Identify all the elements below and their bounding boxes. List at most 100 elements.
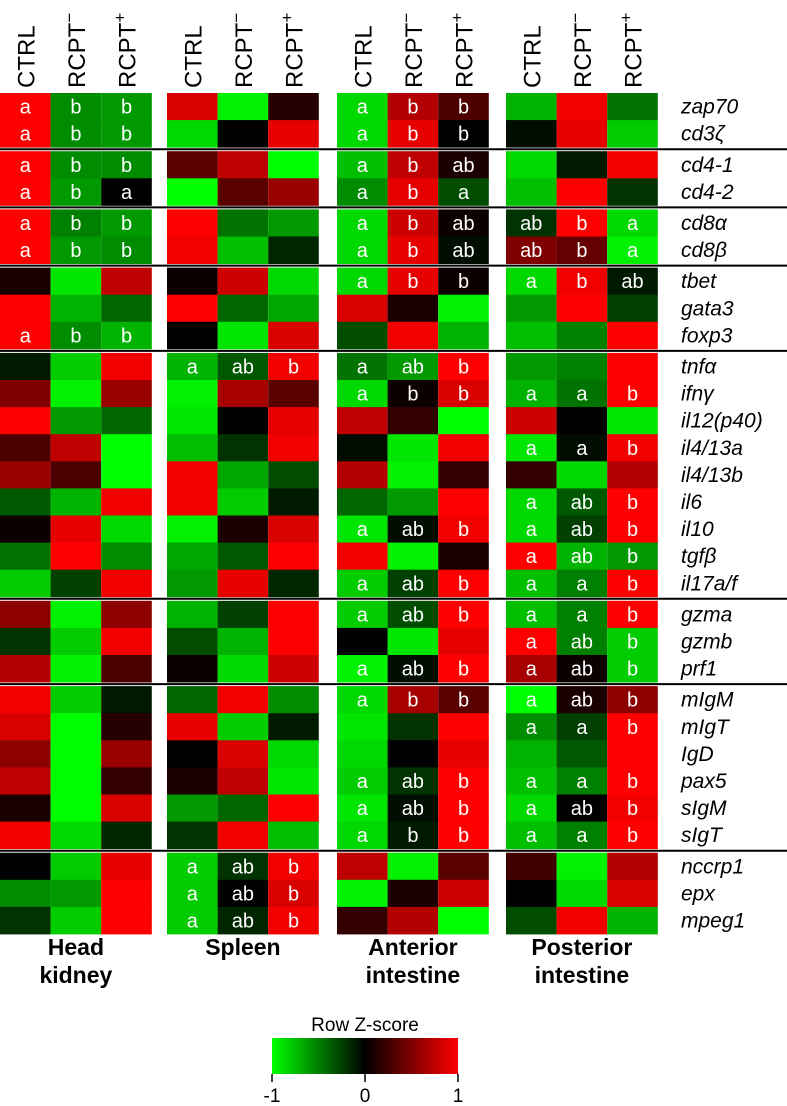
- letter-posterior-intestine-ifn-ctrl: a: [526, 384, 538, 406]
- cell-head-kidney-cd4-1-ctrl: [0, 151, 51, 179]
- cell-anterior-intestine-il4-13b-rcpt: [438, 461, 489, 489]
- cell-spleen-foxp3-ctrl: [167, 321, 218, 350]
- column-label-posterior-intestine-ctrl: CTRL: [519, 25, 546, 88]
- cell-head-kidney-il12-p40-rcpt: [101, 407, 152, 435]
- gene-label-migm: mIgM: [681, 689, 734, 712]
- letter-anterior-intestine-ifn-rcpt: b: [458, 384, 469, 406]
- letter-anterior-intestine-cd8-ctrl: a: [357, 213, 369, 235]
- cell-spleen-il12-p40-rcpt: [268, 407, 319, 435]
- cell-spleen-tgf-rcpt: [268, 542, 319, 571]
- letter-anterior-intestine-cd8-rcpt: ab: [452, 240, 474, 262]
- tissue-label-posterior-intestine-1: Posterior: [531, 934, 632, 960]
- cell-spleen-gzma-rcpt: [217, 600, 269, 629]
- cell-anterior-intestine-cd3-rcpt: [387, 120, 439, 148]
- cell-spleen-gzma-rcpt: [268, 600, 319, 629]
- cell-head-kidney-tbet-rcpt: [50, 267, 102, 296]
- cell-head-kidney-cd8-rcpt: [50, 236, 102, 264]
- letter-anterior-intestine-zap70-ctrl: a: [357, 97, 369, 119]
- color-scale-title: Row Z-score: [311, 1015, 419, 1036]
- cell-posterior-intestine-pax5-rcpt: [556, 767, 608, 795]
- cell-posterior-intestine-nccrp1-rcpt: [607, 852, 658, 881]
- cell-spleen-mpeg1-ctrl: [167, 906, 218, 935]
- cell-spleen-ifn-ctrl: [167, 380, 218, 408]
- letter-anterior-intestine-cd8-ctrl: a: [357, 240, 369, 262]
- cell-spleen-igd-ctrl: [167, 740, 218, 768]
- cell-anterior-intestine-tgf-rcpt: [438, 542, 489, 571]
- cell-head-kidney-epx-rcpt: [50, 879, 102, 908]
- cell-head-kidney-il17a-f-rcpt: [50, 569, 102, 598]
- cell-posterior-intestine-pax5-ctrl: [506, 767, 557, 795]
- cell-anterior-intestine-il6-ctrl: [337, 488, 388, 516]
- cell-posterior-intestine-tgf-rcpt: [556, 542, 608, 571]
- cell-posterior-intestine-cd3-rcpt: [607, 120, 658, 148]
- cell-anterior-intestine-migt-rcpt: [387, 713, 439, 741]
- cell-anterior-intestine-mpeg1-rcpt: [387, 906, 439, 935]
- cell-posterior-intestine-igd-rcpt: [607, 740, 658, 768]
- letter-posterior-intestine-sigm-rcpt: b: [627, 798, 638, 820]
- cell-posterior-intestine-sigt-rcpt: [607, 821, 658, 850]
- letter-anterior-intestine-cd4-2-ctrl: a: [357, 182, 369, 204]
- cell-posterior-intestine-gzmb-rcpt: [607, 627, 658, 656]
- cell-posterior-intestine-il6-rcpt: [607, 488, 658, 516]
- cell-head-kidney-prf1-rcpt: [50, 655, 102, 683]
- letter-anterior-intestine-il17a-f-rcpt: ab: [402, 573, 424, 595]
- cell-head-kidney-nccrp1-ctrl: [0, 852, 51, 881]
- cell-posterior-intestine-il4-13b-ctrl: [506, 461, 557, 489]
- gene-label-cd3: cd3ζ: [681, 123, 726, 146]
- letter-anterior-intestine-tbet-rcpt: b: [458, 271, 469, 293]
- letter-posterior-intestine-il10-ctrl: a: [526, 519, 538, 541]
- gene-label-pax5: pax5: [680, 770, 727, 793]
- cell-head-kidney-il6-ctrl: [0, 488, 51, 516]
- cell-posterior-intestine-ifn-ctrl: [506, 380, 557, 408]
- cell-posterior-intestine-il4-13b-rcpt: [607, 461, 658, 489]
- cell-head-kidney-il4-13b-rcpt: [101, 461, 152, 489]
- cell-posterior-intestine-il4-13a-rcpt: [556, 434, 608, 462]
- gene-label-sigm: sIgM: [681, 797, 727, 820]
- letter-posterior-intestine-prf1-ctrl: a: [526, 659, 538, 681]
- letter-anterior-intestine-ifn-ctrl: a: [357, 384, 369, 406]
- cell-posterior-intestine-il17a-f-rcpt: [556, 569, 608, 598]
- cell-head-kidney-sigt-rcpt: [101, 821, 152, 850]
- letter-anterior-intestine-migm-rcpt: b: [407, 690, 418, 712]
- cell-spleen-ifn-rcpt: [217, 380, 269, 408]
- cell-posterior-intestine-il10-ctrl: [506, 515, 557, 543]
- letter-posterior-intestine-il6-ctrl: a: [526, 492, 538, 514]
- color-scale-tick-label-mid: 0: [360, 1086, 371, 1106]
- cell-spleen-il4-13b-ctrl: [167, 461, 218, 489]
- cell-spleen-nccrp1-ctrl: [167, 852, 218, 881]
- cell-head-kidney-migt-rcpt: [101, 713, 152, 741]
- gene-label-nccrp1: nccrp1: [681, 855, 744, 878]
- cell-anterior-intestine-tnf-rcpt: [387, 352, 439, 381]
- gene-label-il6: il6: [681, 491, 702, 514]
- letter-anterior-intestine-cd8-rcpt: ab: [452, 213, 474, 235]
- cell-anterior-intestine-il10-rcpt: [438, 515, 489, 543]
- cell-head-kidney-nccrp1-rcpt: [101, 852, 152, 881]
- cell-posterior-intestine-gzma-ctrl: [506, 600, 557, 629]
- cell-head-kidney-ifn-rcpt: [50, 380, 102, 408]
- cell-posterior-intestine-il4-13a-rcpt: [607, 434, 658, 462]
- gene-label-prf1: prf1: [680, 658, 717, 681]
- column-label-head-kidney-rcpt: RCPT+: [111, 13, 142, 88]
- letter-anterior-intestine-tnf-ctrl: a: [357, 357, 369, 379]
- cell-head-kidney-gzmb-ctrl: [0, 627, 51, 656]
- cell-posterior-intestine-prf1-rcpt: [607, 655, 658, 683]
- letter-posterior-intestine-migt-rcpt: b: [627, 717, 638, 739]
- cell-anterior-intestine-ifn-rcpt: [438, 380, 489, 408]
- cell-spleen-cd8-rcpt: [268, 209, 319, 237]
- letter-posterior-intestine-cd8-rcpt: a: [627, 240, 639, 262]
- cell-spleen-prf1-rcpt: [217, 655, 269, 683]
- cell-posterior-intestine-il10-rcpt: [607, 515, 658, 543]
- letter-head-kidney-cd8-rcpt: b: [121, 240, 132, 262]
- cell-anterior-intestine-il10-ctrl: [337, 515, 388, 543]
- letter-anterior-intestine-tbet-rcpt: b: [407, 271, 418, 293]
- tissue-label-posterior-intestine-2: intestine: [535, 962, 630, 988]
- cell-posterior-intestine-ifn-rcpt: [556, 380, 608, 408]
- cell-head-kidney-gzma-ctrl: [0, 600, 51, 629]
- cell-head-kidney-sigm-rcpt: [50, 794, 102, 822]
- cell-anterior-intestine-il6-rcpt: [387, 488, 439, 516]
- cell-anterior-intestine-sigt-rcpt: [387, 821, 439, 850]
- letter-posterior-intestine-il4-13a-rcpt: b: [627, 438, 638, 460]
- cell-spleen-gzmb-ctrl: [167, 627, 218, 656]
- cell-posterior-intestine-migt-rcpt: [607, 713, 658, 741]
- group-separators: [0, 148, 787, 852]
